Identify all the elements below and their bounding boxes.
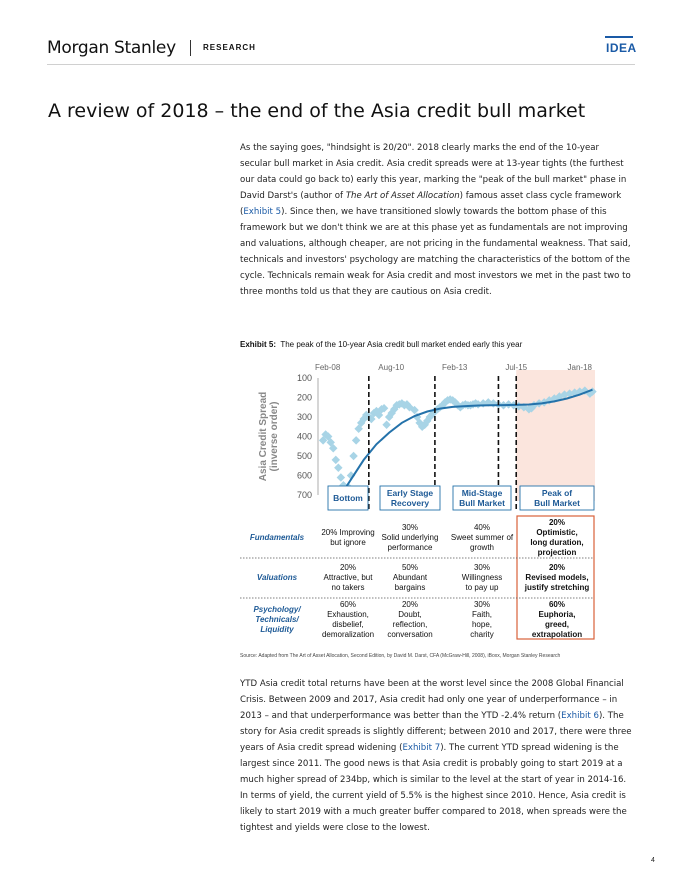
row-label: Valuations: [257, 573, 298, 582]
row-label: Fundamentals: [250, 533, 305, 542]
source-note: Source: Adapted from The Art of Asset Al…: [240, 653, 561, 659]
section-label: RESEARCH: [203, 43, 256, 52]
data-point: [331, 455, 341, 465]
table-cell: 30% Willingness to pay up: [462, 563, 502, 592]
phase-label: Early Stage Recovery: [387, 488, 434, 508]
y-tick-label: 300: [297, 412, 312, 422]
table-cell: 20% Attractive, but no takers: [324, 563, 374, 592]
table-cell: 60% Exhaustion, disbelief, demoralization: [322, 600, 374, 639]
exhibit-7-link[interactable]: Exhibit 7: [402, 743, 441, 753]
exhibit-5-link[interactable]: Exhibit 5: [243, 207, 282, 217]
y-tick-label: 500: [297, 451, 312, 461]
y-tick-label: 700: [297, 490, 312, 500]
phase-label: Bottom: [333, 493, 363, 503]
table-cell: 20% Doubt, reflection, conversation: [387, 600, 432, 639]
data-point: [349, 451, 358, 461]
exhibit-title: Exhibit 5: The peak of the 10-year Asia …: [240, 340, 522, 349]
returns-paragraph: YTD Asia credit total returns have been …: [240, 676, 632, 836]
returns-text-3: ). The current YTD spread widening is th…: [240, 743, 627, 833]
intro-paragraph: As the saying goes, "hindsight is 20/20"…: [240, 140, 632, 300]
phase-box: [379, 485, 441, 511]
idea-bar: [605, 36, 633, 38]
table-cell: 50% Abundant bargains: [393, 563, 428, 592]
exhibit-caption: The peak of the 10-year Asia credit bull…: [280, 340, 523, 349]
table-cell: 40% Sweet summer of growth: [451, 523, 514, 552]
data-point: [379, 403, 389, 413]
book-title: The Art of Asset Allocation: [345, 191, 460, 201]
y-tick-label: 600: [297, 471, 312, 481]
data-point: [336, 473, 346, 482]
x-tick-label: Feb-13: [442, 363, 468, 372]
phase-label: Mid-Stage Bull Market: [459, 488, 505, 508]
data-point: [351, 436, 361, 445]
y-tick-label: 100: [297, 373, 312, 383]
row-label: Psychology/Technicals/Liquidity: [253, 605, 301, 634]
idea-tag: IDEA: [606, 41, 637, 55]
trend-curve: [340, 388, 593, 496]
phase-box: [327, 485, 369, 511]
x-tick-label: Jan-18: [568, 363, 593, 372]
peak-column-border: [516, 515, 595, 640]
page-number: 4: [651, 857, 655, 864]
data-point: [382, 420, 391, 430]
table-cell: 20% Revised models, justify stretching: [524, 563, 590, 592]
x-tick-label: Aug-10: [378, 363, 404, 372]
y-tick-label: 200: [297, 393, 312, 403]
phase-box: [452, 485, 512, 511]
brand-divider: [190, 40, 191, 56]
intro-text-1: As the saying goes, "hindsight is 20/20"…: [240, 143, 627, 201]
intro-text-3: ). Since then, we have transitioned slow…: [240, 207, 631, 297]
returns-text-1: YTD Asia credit total returns have been …: [240, 679, 624, 721]
y-tick-label: 400: [297, 432, 312, 442]
table-cell: 30% Solid underlying performance: [382, 523, 439, 552]
x-tick-label: Feb-08: [315, 363, 341, 372]
phase-box: [519, 485, 595, 511]
y-axis-label: Asia Credit Spread(inverse order): [258, 392, 280, 481]
intro-text-2: ) famous asset class cycle framework (: [240, 191, 622, 217]
table-cell: 60% Euphoria, greed, extrapolation: [532, 600, 582, 639]
page-title: A review of 2018 – the end of the Asia c…: [48, 100, 586, 122]
x-tick-label: Jul-15: [505, 363, 527, 372]
data-point: [334, 463, 343, 472]
brand-logo: Morgan Stanley: [47, 38, 176, 58]
table-cell: 20% Improving but ignore: [321, 528, 374, 547]
phase-label: Peak of Bull Market: [534, 488, 580, 508]
returns-text-2: ). The story for Asia credit spreads is …: [240, 711, 632, 753]
header-rule: [47, 64, 635, 65]
exhibit-label: Exhibit 5:: [240, 340, 277, 349]
table-cell: 20% Optimistic, long duration, projection: [530, 518, 583, 557]
exhibit-6-link[interactable]: Exhibit 6: [561, 711, 599, 721]
table-cell: 30% Faith, hope, charity: [470, 600, 494, 639]
asset-cycle-chart: Feb-08 Aug-10 Feb-13 Jul-15 Jan-18 100 200 300 4…: [240, 363, 597, 640]
